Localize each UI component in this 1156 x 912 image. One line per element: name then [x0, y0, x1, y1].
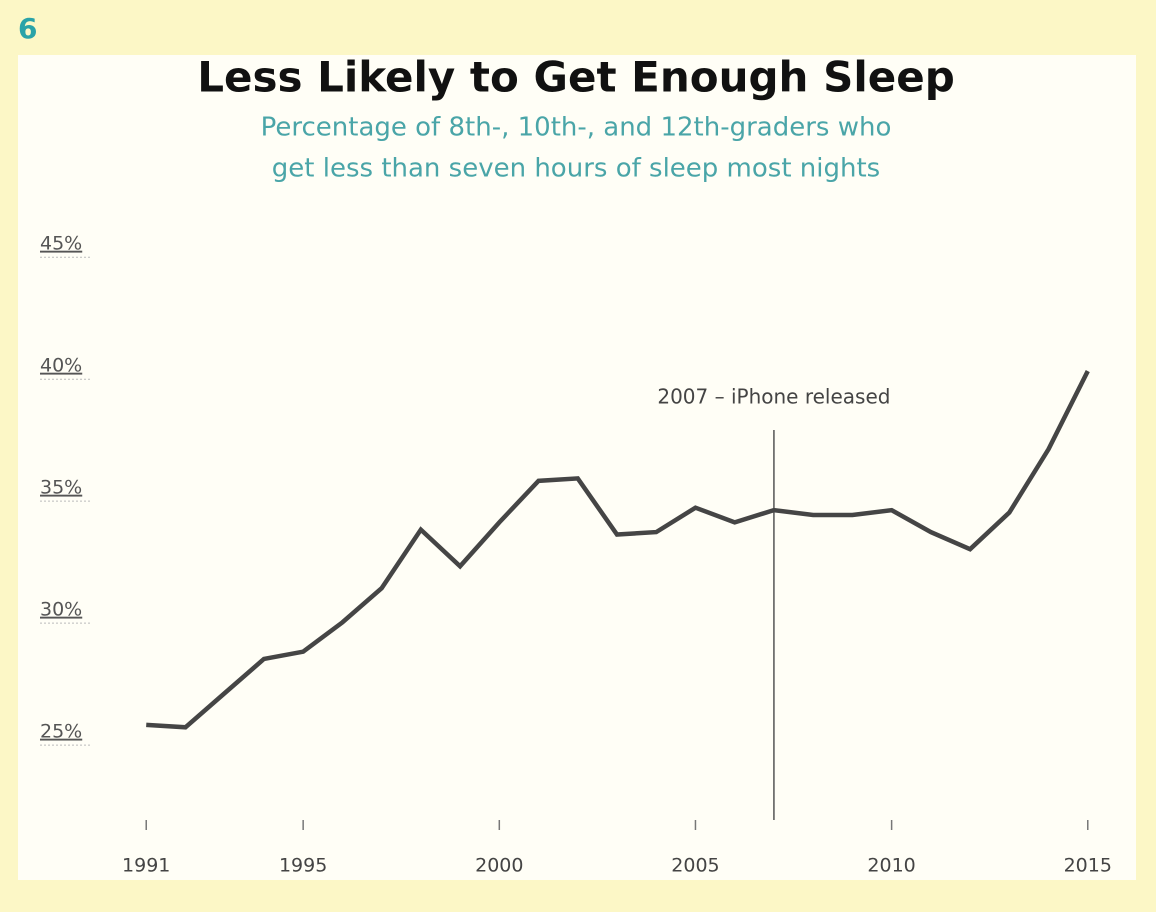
y-tick-label: 45% — [40, 233, 82, 255]
chart-title: Less Likely to Get Enough Sleep — [197, 53, 955, 102]
annotation-text: 2007 – iPhone released — [657, 385, 890, 409]
figure-number: 6 — [18, 12, 37, 45]
data-line — [146, 370, 1090, 730]
x-tick-label: 2005 — [671, 855, 719, 877]
x-tick-label: 2015 — [1064, 855, 1112, 877]
panel — [18, 55, 1136, 880]
x-tick-label: 2010 — [867, 855, 915, 877]
x-tick-label: 1995 — [279, 855, 327, 877]
x-tick-label: 1991 — [122, 855, 170, 877]
chart-subtitle: get less than seven hours of sleep most … — [272, 154, 880, 184]
chart-subtitle: Percentage of 8th-, 10th-, and 12th-grad… — [261, 113, 892, 143]
x-tick-label: 2000 — [475, 855, 523, 877]
y-tick-label: 30% — [40, 599, 82, 621]
y-tick-label: 35% — [40, 477, 82, 499]
y-tick-label: 40% — [40, 355, 82, 377]
y-tick-label: 25% — [40, 721, 82, 743]
